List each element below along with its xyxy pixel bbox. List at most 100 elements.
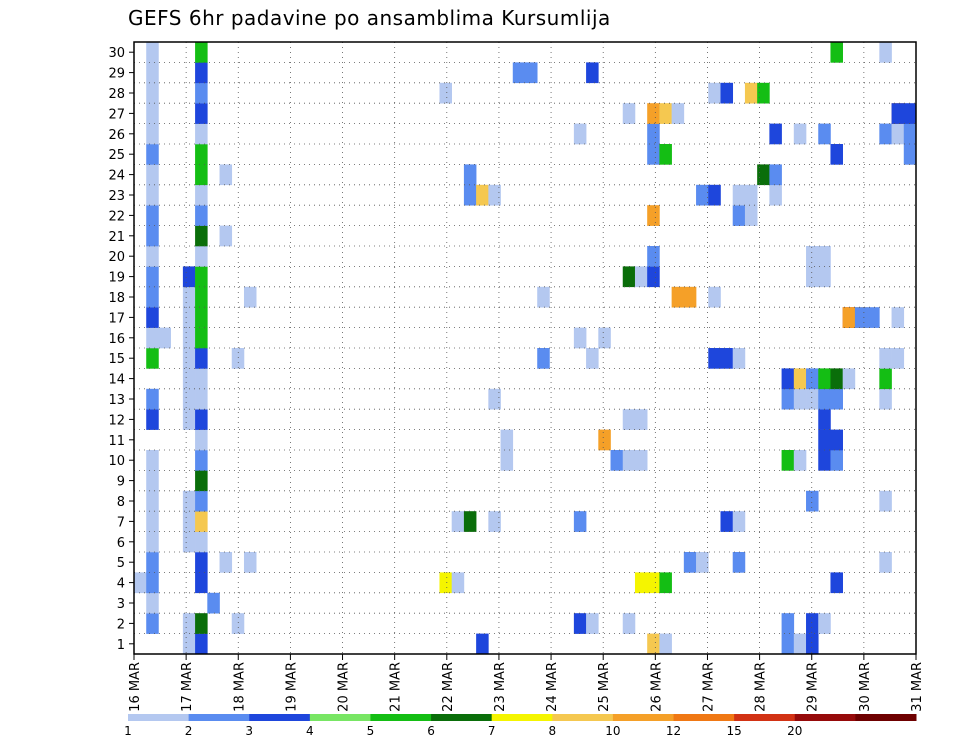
heatmap-cell (195, 103, 208, 124)
y-tick-label: 26 (108, 128, 125, 143)
heatmap-cell (806, 633, 819, 655)
heatmap-cell (195, 348, 208, 369)
y-tick-label: 12 (108, 413, 125, 428)
heatmap-cell (647, 246, 660, 267)
heatmap-cell (243, 552, 257, 573)
heatmap-cell (793, 450, 807, 471)
x-tick-label: 23 MAR (493, 662, 508, 712)
y-tick-label: 27 (108, 107, 125, 122)
y-tick-label: 7 (117, 515, 125, 530)
heatmap-cell (476, 633, 489, 655)
heatmap-cell (744, 205, 758, 226)
heatmap-cell (818, 429, 831, 451)
heatmap-cell (903, 123, 917, 145)
heatmap-cell (818, 409, 831, 430)
heatmap-cell (146, 144, 159, 165)
heatmap-cell (146, 82, 159, 104)
y-tick-label: 28 (108, 87, 125, 102)
legend-swatch (128, 714, 190, 721)
heatmap-cell (195, 266, 208, 288)
y-tick-label: 10 (108, 454, 125, 469)
heatmap-cell (757, 164, 770, 186)
legend-swatch (794, 714, 856, 721)
heatmap-cell (598, 327, 611, 349)
heatmap-cell (671, 286, 685, 308)
heatmap-cell (830, 368, 843, 390)
x-tick-label: 31 MAR (910, 662, 925, 712)
heatmap-cell (207, 592, 220, 614)
heatmap-cell (842, 368, 856, 390)
heatmap-cell (732, 184, 746, 206)
heatmap-cell (195, 42, 208, 63)
heatmap-cell (573, 327, 587, 349)
heatmap-cell (195, 225, 208, 247)
y-tick-label: 19 (108, 271, 125, 286)
heatmap-cell (793, 123, 807, 145)
heatmap-cell (720, 82, 734, 104)
y-tick-label: 24 (108, 169, 125, 184)
heatmap-cell (146, 613, 159, 634)
heatmap-cell (439, 82, 452, 104)
heatmap-cell (146, 511, 159, 532)
heatmap-cell (879, 388, 892, 410)
heatmap-cell (634, 409, 648, 430)
x-tick-label: 22 MAR (441, 662, 456, 712)
heatmap-cell (818, 266, 831, 288)
heatmap-cell (195, 613, 208, 634)
heatmap-cell (806, 266, 819, 288)
heatmap-cell (793, 388, 807, 410)
heatmap-cell (195, 62, 208, 84)
x-tick-label: 24 MAR (545, 662, 560, 712)
heatmap-cell (732, 205, 746, 226)
heatmap-cell (781, 633, 795, 655)
heatmap-cell (647, 266, 660, 288)
heatmap-cell (182, 490, 196, 512)
x-tick-label: 25 MAR (597, 662, 612, 712)
heatmap-cell (195, 184, 208, 206)
heatmap-cell (146, 490, 159, 512)
heatmap-cell (182, 613, 196, 634)
legend: 1 2 3 4 5 6 7 8 10 12 15 20 (124, 714, 917, 738)
heatmap-cell (195, 246, 208, 267)
heatmap-cell (732, 511, 746, 532)
heatmap-cell (488, 184, 501, 206)
x-tick-label: 27 MAR (701, 662, 716, 712)
heatmap-cell (622, 103, 636, 124)
heatmap-cell (781, 450, 795, 471)
heatmap-cell (146, 348, 159, 369)
heatmap-cell (537, 286, 550, 308)
heatmap-cell (830, 42, 843, 63)
y-tick-label: 3 (117, 597, 125, 612)
heatmap-cell (195, 490, 208, 512)
legend-label: 7 (488, 724, 496, 738)
heatmap-cell (182, 327, 196, 349)
heatmap-cell (573, 613, 587, 634)
x-tick-label: 16 MAR (128, 662, 143, 712)
heatmap-cell (195, 388, 208, 410)
heatmap-cell (842, 307, 856, 328)
x-tick-label: 21 MAR (389, 662, 404, 712)
heatmap-cell (195, 368, 208, 390)
heatmap-cell (195, 286, 208, 308)
legend-label: 6 (427, 724, 435, 738)
heatmap-cell (525, 62, 538, 84)
heatmap-cell (182, 286, 196, 308)
legend-swatch (249, 714, 311, 721)
y-tick-label: 17 (108, 311, 125, 326)
heatmap-cell (634, 266, 648, 288)
heatmap-cell (195, 633, 208, 655)
heatmap-cell (500, 450, 514, 471)
x-tick-label: 20 MAR (337, 662, 352, 712)
heatmap-cell (598, 429, 611, 451)
heatmap-cell (182, 531, 196, 553)
legend-label: 4 (306, 724, 314, 738)
heatmap-cell (793, 368, 807, 390)
heatmap-cell (854, 307, 868, 328)
heatmap-cell (573, 123, 587, 145)
heatmap-cell (500, 429, 514, 451)
heatmap-cell (195, 327, 208, 349)
heatmap-cell (806, 490, 819, 512)
x-axis: 16 MAR 17 MAR 18 MAR 19 MAR 20 MAR 21 MAR 22 M… (128, 654, 925, 712)
heatmap-cell (182, 368, 196, 390)
legend-swatch (552, 714, 614, 721)
